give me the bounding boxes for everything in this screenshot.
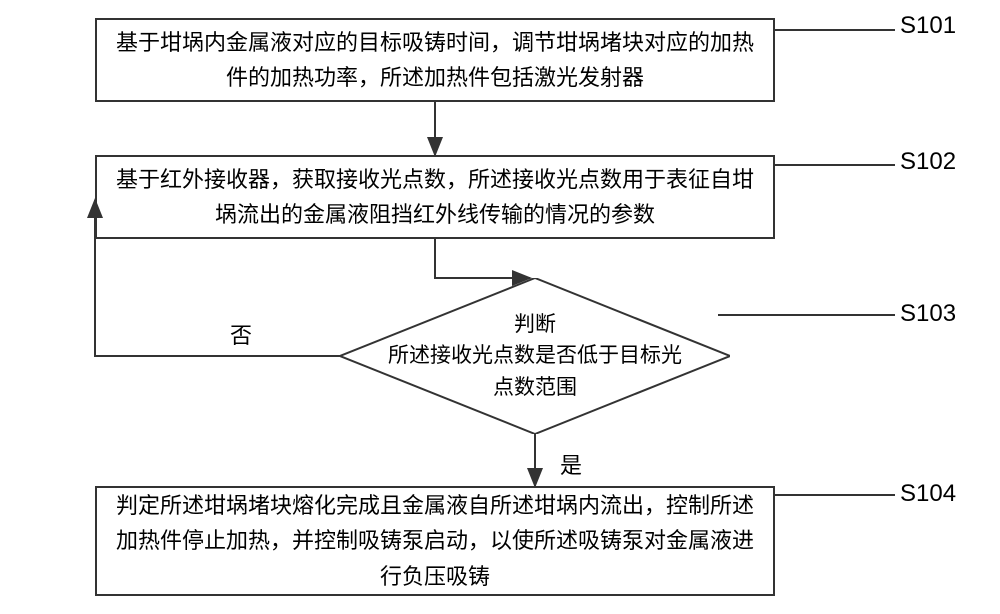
label-s102: S102 bbox=[900, 148, 956, 176]
label-s103: S103 bbox=[900, 300, 956, 328]
process-s102-text: 基于红外接收器，获取接收光点数，所述接收光点数用于表征自坩埚流出的金属液阻挡红外… bbox=[113, 162, 757, 232]
decision-s103-text: 判断 所述接收光点数是否低于目标光 点数范围 bbox=[388, 309, 682, 404]
decision-s103: 判断 所述接收光点数是否低于目标光 点数范围 bbox=[340, 278, 730, 434]
process-s104-text: 判定所述坩埚堵块熔化完成且金属液自所述坩埚内流出，控制所述加热件停止加热，并控制… bbox=[113, 488, 757, 594]
decision-line2: 所述接收光点数是否低于目标光 bbox=[388, 340, 682, 372]
process-s104: 判定所述坩埚堵块熔化完成且金属液自所述坩埚内流出，控制所述加热件停止加热，并控制… bbox=[95, 486, 775, 596]
decision-line3: 点数范围 bbox=[388, 372, 682, 404]
label-s101: S101 bbox=[900, 12, 956, 40]
flow-label-no: 否 bbox=[230, 318, 252, 350]
process-s101-text: 基于坩埚内金属液对应的目标吸铸时间，调节坩埚堵块对应的加热件的加热功率，所述加热… bbox=[113, 25, 757, 95]
process-s102: 基于红外接收器，获取接收光点数，所述接收光点数用于表征自坩埚流出的金属液阻挡红外… bbox=[95, 155, 775, 239]
label-s104: S104 bbox=[900, 480, 956, 508]
process-s101: 基于坩埚内金属液对应的目标吸铸时间，调节坩埚堵块对应的加热件的加热功率，所述加热… bbox=[95, 18, 775, 102]
flow-label-yes: 是 bbox=[560, 448, 582, 480]
decision-line1: 判断 bbox=[388, 309, 682, 341]
